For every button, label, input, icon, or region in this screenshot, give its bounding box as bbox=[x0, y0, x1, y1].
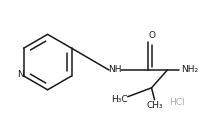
Text: NH₂: NH₂ bbox=[181, 66, 198, 75]
Text: H₃C: H₃C bbox=[112, 95, 128, 104]
Text: O: O bbox=[148, 31, 155, 40]
Text: HCl: HCl bbox=[170, 98, 185, 107]
Text: NH: NH bbox=[108, 66, 122, 75]
Text: CH₃: CH₃ bbox=[146, 101, 163, 110]
Text: N: N bbox=[17, 70, 24, 79]
